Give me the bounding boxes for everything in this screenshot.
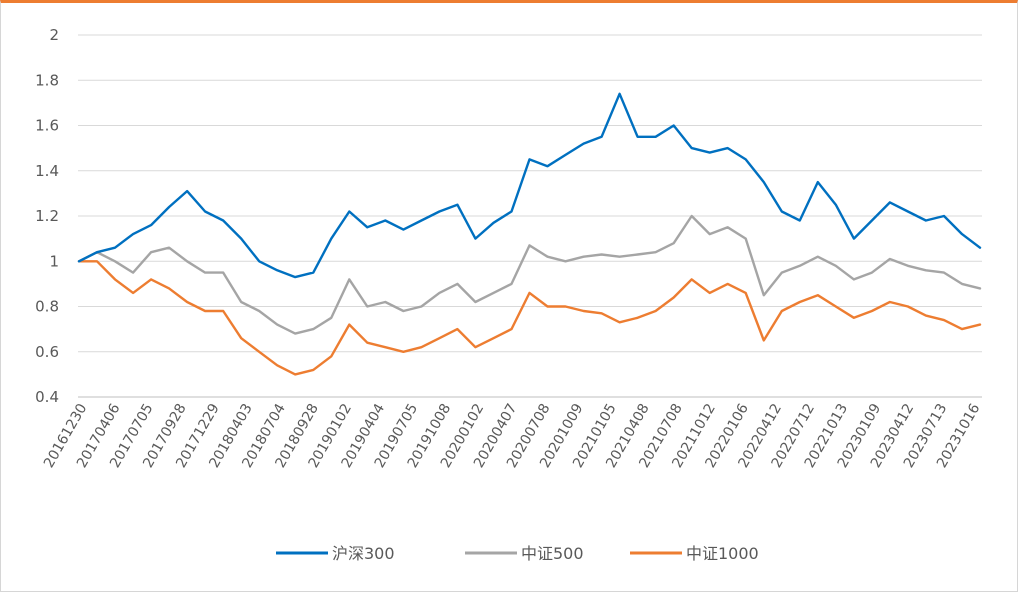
y-tick-label: 0.6 [35, 343, 59, 361]
y-tick-label: 1.8 [35, 71, 59, 89]
y-axis: 2 1.8 1.6 1.4 1.2 1 0.8 0.6 0.4 [35, 26, 59, 406]
legend-label: 沪深300 [332, 544, 395, 563]
series-line-0 [77, 92, 982, 279]
y-tick-label: 1.2 [35, 207, 59, 225]
series-lines [77, 92, 982, 376]
series-line-1 [77, 214, 982, 335]
y-tick-label: 1.4 [35, 162, 59, 180]
legend-label: 中证500 [521, 544, 584, 563]
y-tick-label: 1 [49, 252, 59, 270]
y-tick-label: 1.6 [35, 117, 59, 135]
legend: 沪深300 中证500 中证1000 [276, 544, 759, 563]
legend-label: 中证1000 [686, 544, 759, 563]
y-tick-label: 0.4 [35, 388, 59, 406]
y-tick-label: 2 [49, 26, 59, 44]
series-line-2 [77, 260, 982, 376]
x-axis: 2016123020170406201707052017092820171229… [41, 401, 984, 471]
y-tick-label: 0.8 [35, 298, 59, 316]
